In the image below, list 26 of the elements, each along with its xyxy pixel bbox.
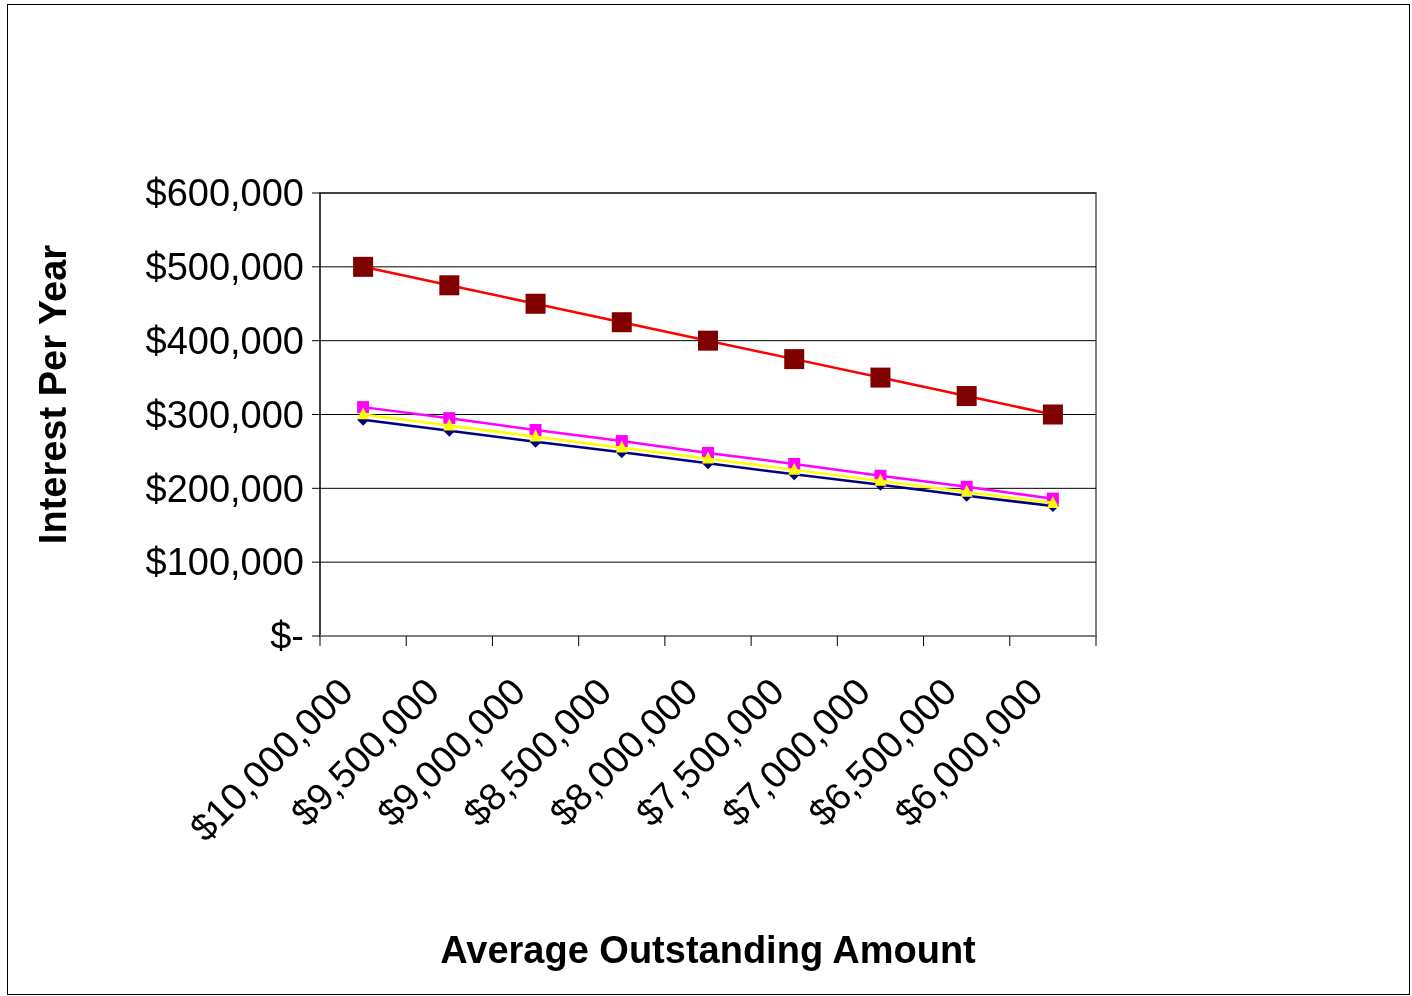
y-tick-label: $300,000 xyxy=(145,393,304,436)
y-tick-label: $200,000 xyxy=(145,467,304,510)
y-tick-label: $500,000 xyxy=(145,246,304,289)
point xyxy=(611,312,632,333)
point xyxy=(353,256,374,277)
y-tick-label: $400,000 xyxy=(145,319,304,362)
y-tick-label: $- xyxy=(270,615,304,658)
y-tick-label: $600,000 xyxy=(145,172,304,215)
x-axis-title: Average Outstanding Amount xyxy=(440,929,977,971)
point xyxy=(1042,404,1063,425)
y-tick-label: $100,000 xyxy=(145,541,304,584)
point xyxy=(529,429,542,442)
point xyxy=(525,293,546,314)
point xyxy=(960,484,973,497)
point xyxy=(702,451,714,464)
point xyxy=(615,440,628,453)
point xyxy=(784,349,805,370)
point xyxy=(870,367,891,388)
point xyxy=(443,418,456,431)
point xyxy=(874,473,887,486)
y-axis-title: Interest Per Year xyxy=(32,244,74,545)
point xyxy=(357,407,370,420)
point xyxy=(439,275,460,296)
point xyxy=(698,330,718,351)
point xyxy=(956,386,977,407)
point xyxy=(788,462,801,475)
